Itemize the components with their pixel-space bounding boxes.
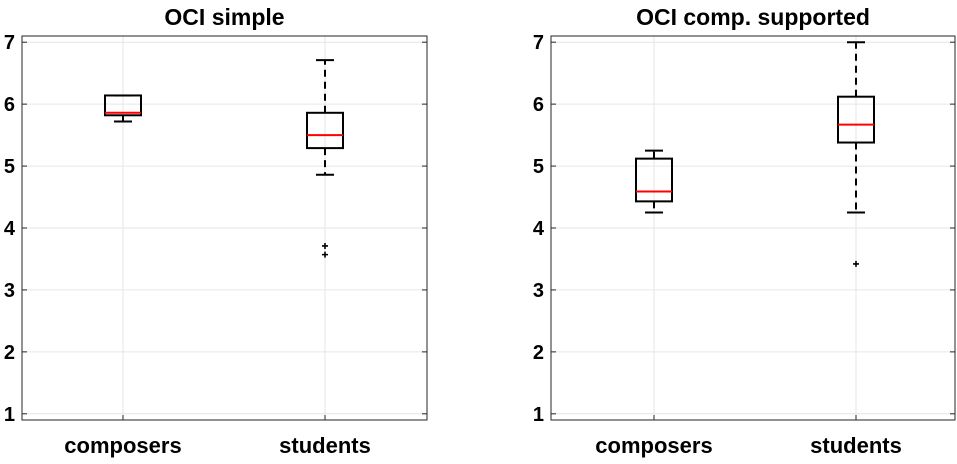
y-tick-label: 4	[533, 218, 545, 240]
chart-title: OCI simple	[164, 4, 284, 30]
y-tick-label: 7	[4, 32, 15, 54]
y-tick-label: 5	[4, 156, 15, 178]
chart-title: OCI comp. supported	[636, 4, 870, 30]
box-iqr	[635, 157, 673, 203]
y-tick-label: 2	[4, 342, 15, 364]
y-tick-label: 3	[533, 280, 544, 302]
y-tick-label: 6	[4, 94, 15, 116]
y-tick-label: 4	[4, 218, 16, 240]
box-iqr	[306, 111, 344, 150]
y-tick-label: 6	[533, 94, 544, 116]
outlier-point	[853, 260, 859, 267]
x-tick-label: composers	[595, 433, 712, 458]
x-tick-label: students	[279, 433, 371, 458]
y-tick-label: 1	[4, 404, 15, 426]
outlier-point	[322, 242, 328, 249]
x-tick-label: students	[810, 433, 902, 458]
x-tick-label: composers	[64, 433, 181, 458]
box-iqr	[104, 94, 142, 117]
y-tick-label: 2	[533, 342, 544, 364]
y-tick-label: 7	[533, 32, 544, 54]
box-iqr	[837, 95, 875, 144]
y-tick-label: 5	[533, 156, 544, 178]
y-tick-label: 1	[533, 404, 544, 426]
y-tick-label: 3	[4, 280, 15, 302]
outlier-point	[322, 251, 328, 258]
